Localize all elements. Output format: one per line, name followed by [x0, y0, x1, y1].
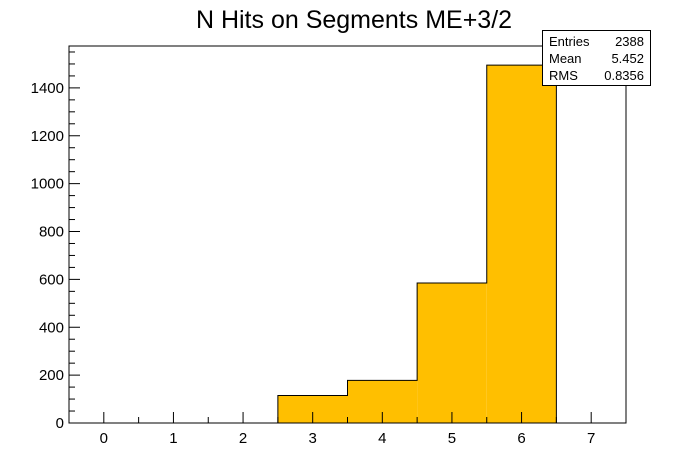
bars-layer — [69, 64, 626, 424]
y-tick-label: 200 — [39, 367, 64, 384]
x-tick-label: 4 — [378, 430, 386, 447]
stats-mean-row: Mean 5.452 — [549, 50, 644, 67]
x-tick-label: 6 — [517, 430, 525, 447]
y-tick-label: 1400 — [31, 80, 64, 97]
x-tick-label: 0 — [100, 430, 108, 447]
x-tick-label: 3 — [309, 430, 317, 447]
stats-entries-value: 2388 — [615, 34, 644, 49]
y-tick-label: 1000 — [31, 176, 64, 193]
y-tick-label: 0 — [56, 415, 64, 432]
y-tick-label: 400 — [39, 319, 64, 336]
x-tick-label: 1 — [169, 430, 177, 447]
y-tick-label: 1200 — [31, 128, 64, 145]
x-tick-label: 2 — [239, 430, 247, 447]
chart-title: N Hits on Segments ME+3/2 — [196, 6, 512, 34]
stats-entries-row: Entries 2388 — [549, 33, 644, 50]
y-tick-label: 800 — [39, 224, 64, 241]
stats-rms-row: RMS 0.8356 — [549, 67, 644, 84]
stats-mean-label: Mean — [549, 51, 582, 66]
stats-mean-value: 5.452 — [611, 51, 644, 66]
x-tick-label: 7 — [587, 430, 595, 447]
y-axis: 0 200 400 600 800 1000 1200 1400 — [31, 51, 80, 432]
histogram-bar — [486, 65, 557, 424]
stats-entries-label: Entries — [549, 34, 590, 49]
x-axis: 0 1 2 3 4 5 6 7 — [68, 412, 627, 447]
histogram-bar — [417, 282, 487, 423]
stats-rms-value: 0.8356 — [604, 68, 644, 83]
x-tick-label: 5 — [448, 430, 456, 447]
stats-rms-label: RMS — [549, 68, 578, 83]
stats-box: Entries 2388 Mean 5.452 RMS 0.8356 — [542, 30, 651, 86]
y-tick-label: 600 — [39, 271, 64, 288]
